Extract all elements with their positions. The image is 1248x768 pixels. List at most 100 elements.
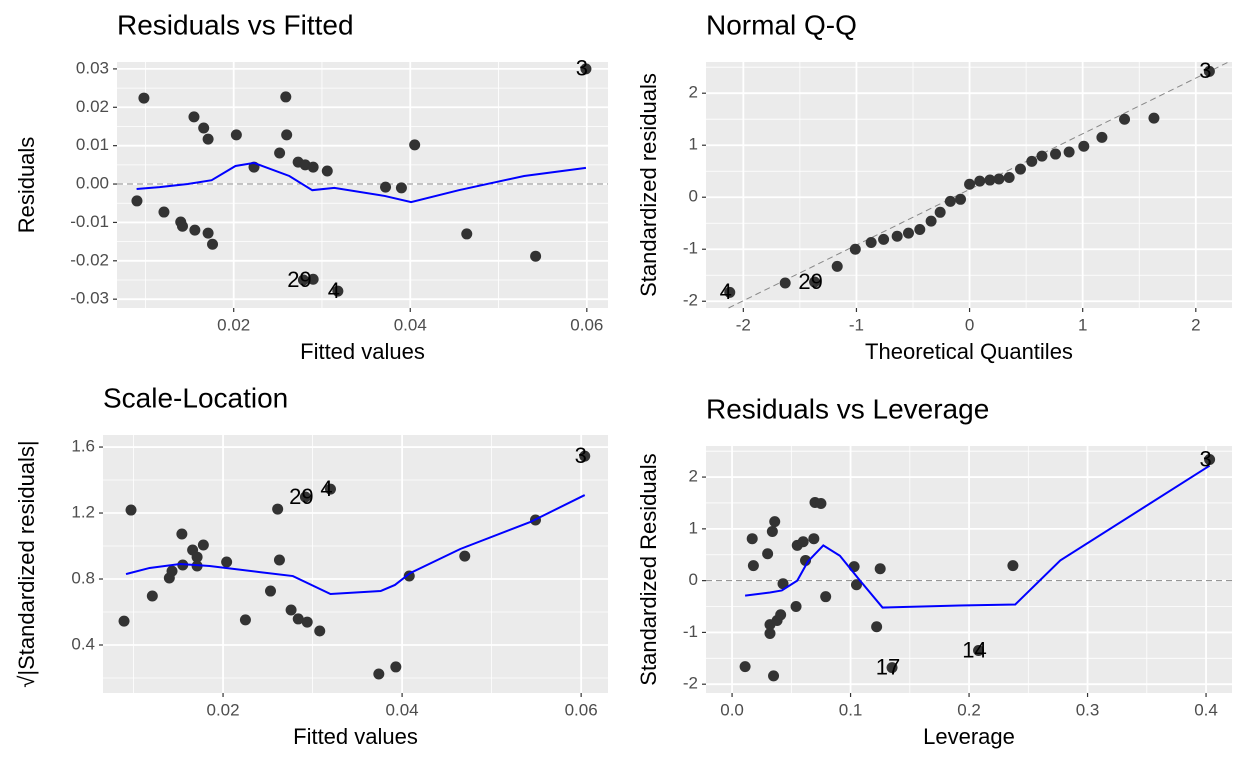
point xyxy=(198,122,210,134)
point xyxy=(230,129,242,141)
point-label: 17 xyxy=(876,654,900,679)
x-tick-label: 0.2 xyxy=(957,700,981,719)
x-axis-title: Leverage xyxy=(923,724,1015,749)
chart-title: Scale-Location xyxy=(103,382,288,413)
point xyxy=(191,551,203,563)
point xyxy=(272,503,284,515)
point xyxy=(1096,131,1108,143)
point xyxy=(390,661,402,673)
point xyxy=(281,129,293,141)
point xyxy=(403,570,415,582)
point xyxy=(292,613,304,625)
point xyxy=(762,548,774,560)
point xyxy=(166,565,178,577)
point-label: 3 xyxy=(1199,446,1211,471)
y-tick-label: -2 xyxy=(683,291,698,310)
x-tick-label: 0.04 xyxy=(386,700,419,719)
y-axis-title: Residuals xyxy=(14,137,39,234)
point xyxy=(314,625,326,637)
point xyxy=(739,661,751,673)
point xyxy=(878,233,890,245)
y-tick-label: 0.02 xyxy=(76,97,109,116)
point xyxy=(764,627,776,639)
point-label: 29 xyxy=(798,269,822,294)
point xyxy=(301,616,313,628)
point xyxy=(395,182,407,194)
point xyxy=(973,645,985,657)
point xyxy=(580,63,592,75)
chart-title: Residuals vs Leverage xyxy=(706,393,989,424)
y-axis-title: √|Standardized residuals| xyxy=(14,440,39,687)
point xyxy=(724,286,736,298)
y-tick-label: 1 xyxy=(689,518,698,537)
point xyxy=(131,195,143,207)
x-tick-label: 0.1 xyxy=(839,700,863,719)
point xyxy=(332,285,344,297)
point-label: 29 xyxy=(289,484,313,509)
point xyxy=(775,609,787,621)
point xyxy=(188,111,200,123)
point xyxy=(189,224,201,236)
point-label: 3 xyxy=(1199,58,1211,83)
point xyxy=(850,579,862,591)
point xyxy=(777,578,789,590)
point xyxy=(202,227,214,239)
point xyxy=(766,525,778,537)
point xyxy=(118,615,130,627)
x-tick-label: 0.04 xyxy=(394,315,427,334)
point xyxy=(1078,140,1090,152)
point xyxy=(955,193,967,205)
point-label: 29 xyxy=(287,267,311,292)
smooth-line xyxy=(125,494,586,596)
smooth-line xyxy=(744,464,1211,609)
point xyxy=(809,276,821,288)
y-tick-label: 1.2 xyxy=(71,503,95,522)
y-tick-label: 0.01 xyxy=(76,135,109,154)
x-tick-label: 0.02 xyxy=(207,700,240,719)
point xyxy=(934,206,946,218)
point xyxy=(747,560,759,572)
x-tick-label: 0.0 xyxy=(720,700,744,719)
x-tick-label: 0.06 xyxy=(565,700,598,719)
point xyxy=(925,215,937,227)
x-tick-label: 0.4 xyxy=(1194,700,1218,719)
point-label: 14 xyxy=(962,637,986,662)
point xyxy=(409,139,421,151)
point xyxy=(530,250,542,262)
point xyxy=(779,277,791,289)
point xyxy=(769,516,781,528)
x-axis-title: Fitted values xyxy=(300,339,425,364)
point xyxy=(886,662,898,674)
point-label: 4 xyxy=(320,476,332,501)
x-tick-label: 0.02 xyxy=(217,315,250,334)
point xyxy=(264,585,276,597)
point xyxy=(865,236,877,248)
point xyxy=(820,591,832,603)
point xyxy=(831,260,843,272)
y-tick-label: 1.6 xyxy=(71,437,95,456)
point xyxy=(324,483,336,495)
point xyxy=(177,220,189,232)
point xyxy=(815,497,827,509)
chart-title: Residuals vs Fitted xyxy=(117,9,354,40)
point xyxy=(1063,146,1075,158)
point xyxy=(964,178,976,190)
point xyxy=(914,223,926,235)
point xyxy=(891,230,903,242)
x-tick-label: 0.3 xyxy=(1076,700,1100,719)
point xyxy=(321,165,333,177)
point xyxy=(1026,155,1038,167)
x-tick-label: -2 xyxy=(736,315,751,334)
x-tick-label: -1 xyxy=(849,315,864,334)
point xyxy=(297,274,309,286)
point xyxy=(746,533,758,545)
y-axis-title: Standardized Residuals xyxy=(636,453,661,685)
point xyxy=(1119,113,1131,125)
y-tick-label: 0 xyxy=(689,570,698,589)
point xyxy=(808,533,820,545)
y-tick-label: 0.03 xyxy=(76,58,109,77)
x-tick-label: 0.06 xyxy=(570,315,603,334)
point-label: 3 xyxy=(576,56,588,81)
point xyxy=(125,504,137,516)
y-tick-label: 0 xyxy=(689,187,698,206)
